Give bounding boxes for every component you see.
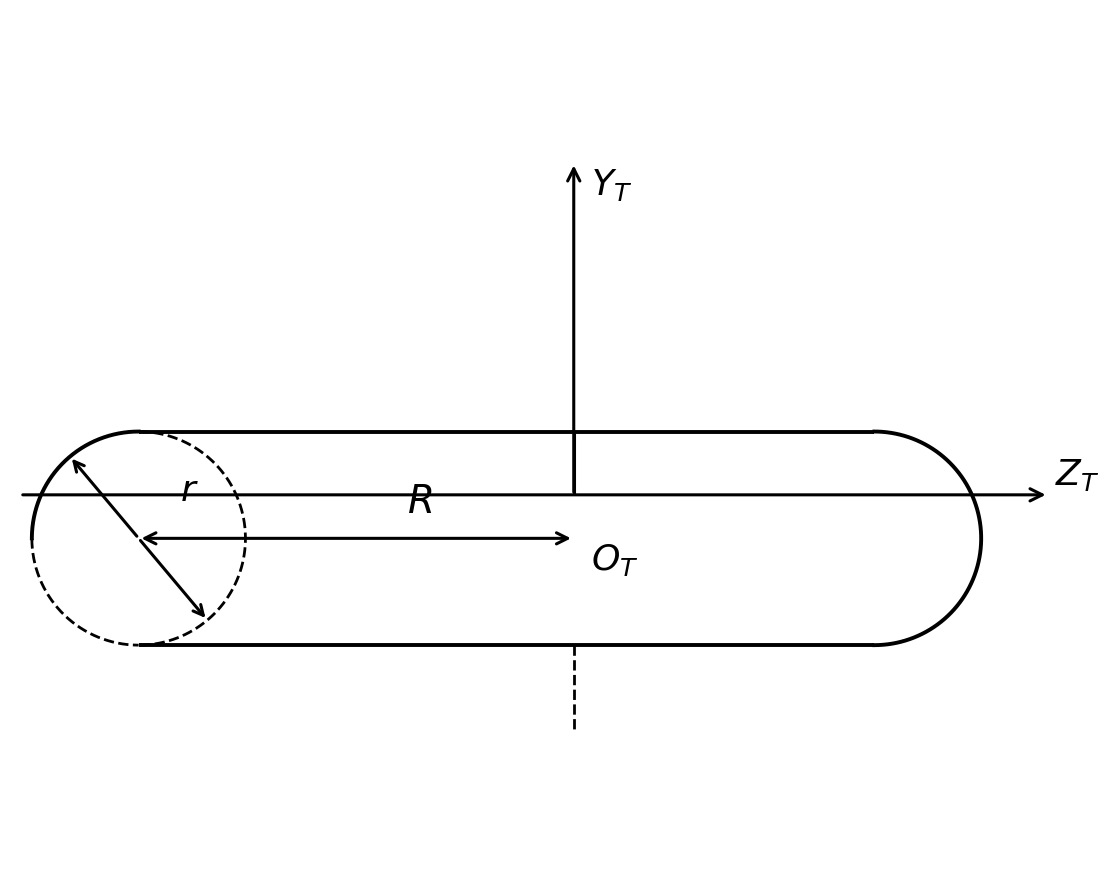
Text: $Z_T$: $Z_T$ xyxy=(1055,457,1099,493)
Text: $O_T$: $O_T$ xyxy=(591,543,638,578)
Text: $R$: $R$ xyxy=(407,483,432,521)
Text: $Y_T$: $Y_T$ xyxy=(591,166,633,203)
Text: $r$: $r$ xyxy=(180,474,199,508)
